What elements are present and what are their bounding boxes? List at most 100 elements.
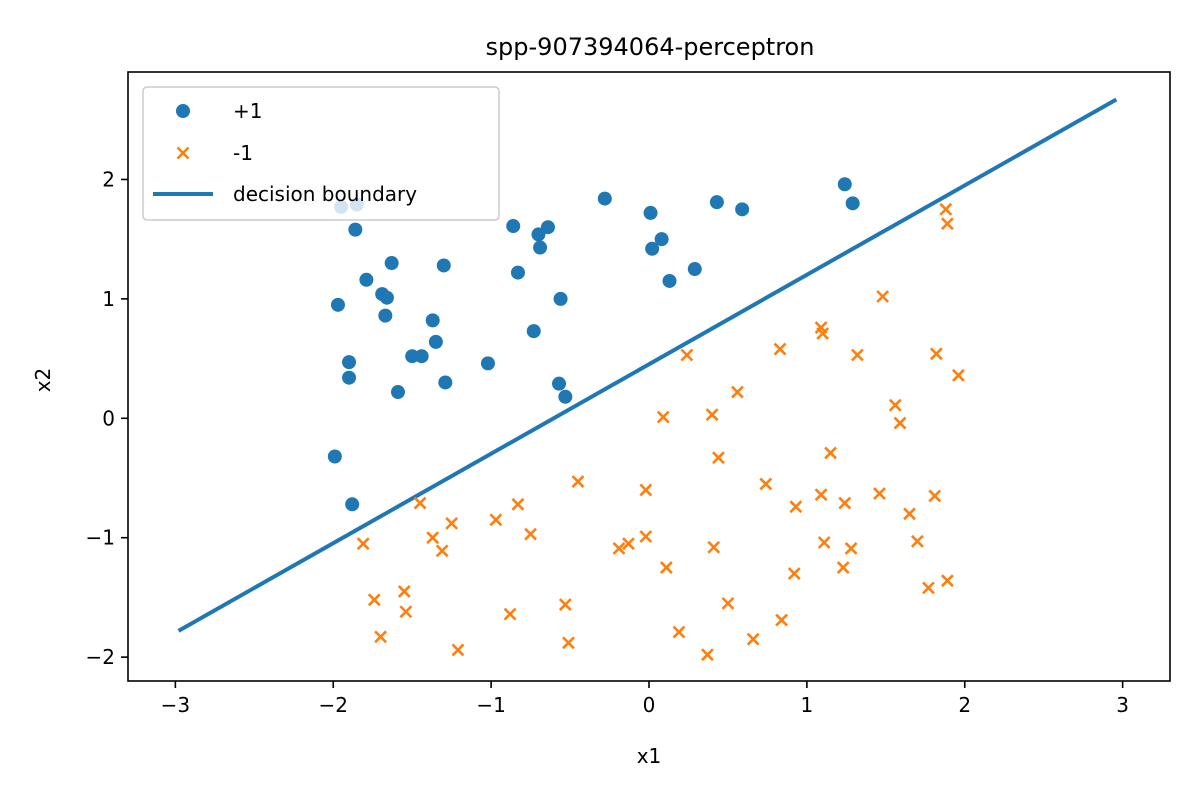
- x-tick-label: −1: [476, 693, 505, 717]
- data-point-negative: [445, 516, 459, 530]
- data-point-positive: [597, 191, 612, 206]
- data-point-negative: [426, 531, 440, 545]
- data-point-positive: [327, 449, 342, 464]
- x-axis-label: x1: [637, 744, 662, 768]
- data-point-positive: [709, 195, 724, 210]
- data-point-negative: [893, 416, 907, 430]
- legend-label: -1: [233, 141, 253, 165]
- data-point-negative: [730, 385, 744, 399]
- data-point-negative: [759, 477, 773, 491]
- data-point-negative: [659, 561, 673, 574]
- x-tick-label: −2: [319, 693, 348, 717]
- data-point-positive: [414, 349, 429, 364]
- y-tick-label: 2: [102, 167, 115, 191]
- data-point-positive: [526, 324, 541, 339]
- data-point-positive: [378, 308, 393, 323]
- data-point-positive: [510, 265, 525, 280]
- legend-item: decision boundary: [153, 182, 417, 206]
- data-point-positive: [390, 385, 405, 400]
- data-point-negative: [413, 496, 427, 510]
- y-tick-label: 0: [102, 406, 115, 430]
- x-tick-label: 0: [643, 693, 656, 717]
- data-point-negative: [397, 585, 411, 598]
- x-tick-label: 1: [801, 693, 814, 717]
- data-point-negative: [922, 581, 935, 595]
- data-point-positive: [425, 313, 440, 328]
- data-point-positive: [552, 376, 567, 391]
- data-point-negative: [873, 487, 886, 500]
- data-point-negative: [700, 648, 714, 662]
- data-point-positive: [342, 370, 357, 385]
- data-point-negative: [903, 507, 916, 521]
- data-point-positive: [531, 227, 546, 242]
- data-point-negative: [940, 574, 954, 588]
- data-point-positive: [379, 290, 394, 305]
- data-point-negative: [712, 451, 725, 465]
- data-point-negative: [939, 202, 953, 216]
- data-point-negative: [612, 542, 626, 555]
- y-axis: −2 −1 0 1 2: [86, 167, 128, 669]
- y-tick-label: 1: [102, 287, 115, 311]
- legend-circle-swatch: [176, 104, 190, 118]
- data-point-positive: [687, 262, 702, 277]
- y-axis-label: x2: [31, 368, 55, 393]
- data-point-negative: [639, 483, 653, 497]
- data-point-negative: [746, 632, 760, 646]
- data-point-positive: [480, 356, 495, 371]
- data-point-positive: [345, 497, 360, 512]
- data-point-negative: [672, 625, 686, 639]
- data-point-negative: [511, 497, 525, 511]
- data-point-negative: [356, 537, 370, 551]
- data-point-negative: [558, 598, 572, 611]
- data-point-negative: [374, 630, 388, 644]
- data-point-negative: [639, 530, 653, 543]
- data-point-negative: [705, 408, 719, 422]
- data-point-negative: [680, 348, 694, 362]
- data-point-positive: [330, 297, 345, 312]
- data-point-negative: [721, 596, 735, 610]
- data-point-negative: [888, 398, 902, 412]
- data-point-negative: [367, 593, 381, 607]
- legend-label: decision boundary: [233, 182, 417, 206]
- data-point-negative: [503, 607, 517, 621]
- data-point-negative: [817, 536, 831, 549]
- plot-area: [177, 97, 1118, 662]
- data-point-positive: [436, 258, 451, 273]
- data-point-positive: [558, 389, 573, 404]
- legend-box: [142, 86, 500, 221]
- legend-item: -1: [176, 141, 253, 165]
- chart-title: spp-907394064-perceptron: [486, 33, 815, 61]
- data-point-negative: [399, 605, 413, 619]
- data-point-negative: [838, 496, 852, 510]
- x-tick-label: 2: [958, 693, 971, 717]
- data-point-negative: [435, 544, 449, 558]
- data-point-positive: [553, 291, 568, 306]
- data-point-negative: [562, 636, 575, 650]
- data-point-negative: [622, 537, 635, 551]
- data-point-positive: [540, 220, 555, 235]
- data-point-negative: [929, 347, 943, 361]
- data-point-positive: [654, 232, 669, 247]
- data-point-negative: [524, 527, 538, 541]
- legend: +1 -1 decision boundary: [142, 86, 500, 221]
- data-point-positive: [506, 219, 521, 234]
- x-tick-label: −3: [161, 693, 190, 717]
- data-point-negative: [775, 613, 789, 627]
- data-point-negative: [836, 561, 850, 574]
- y-tick-label: −2: [86, 645, 115, 669]
- data-point-negative: [844, 542, 858, 555]
- data-point-positive: [837, 177, 852, 192]
- data-point-negative: [489, 513, 503, 527]
- data-point-negative: [816, 327, 830, 340]
- data-point-negative: [656, 410, 670, 424]
- data-point-negative: [707, 540, 721, 554]
- data-point-positive: [384, 256, 399, 271]
- data-point-negative: [773, 342, 787, 356]
- data-point-positive: [735, 202, 750, 217]
- legend-x-swatch: [176, 146, 190, 160]
- data-point-negative: [571, 475, 585, 489]
- data-point-positive: [645, 241, 660, 256]
- legend-item: +1: [176, 99, 262, 123]
- data-point-negative: [451, 643, 465, 657]
